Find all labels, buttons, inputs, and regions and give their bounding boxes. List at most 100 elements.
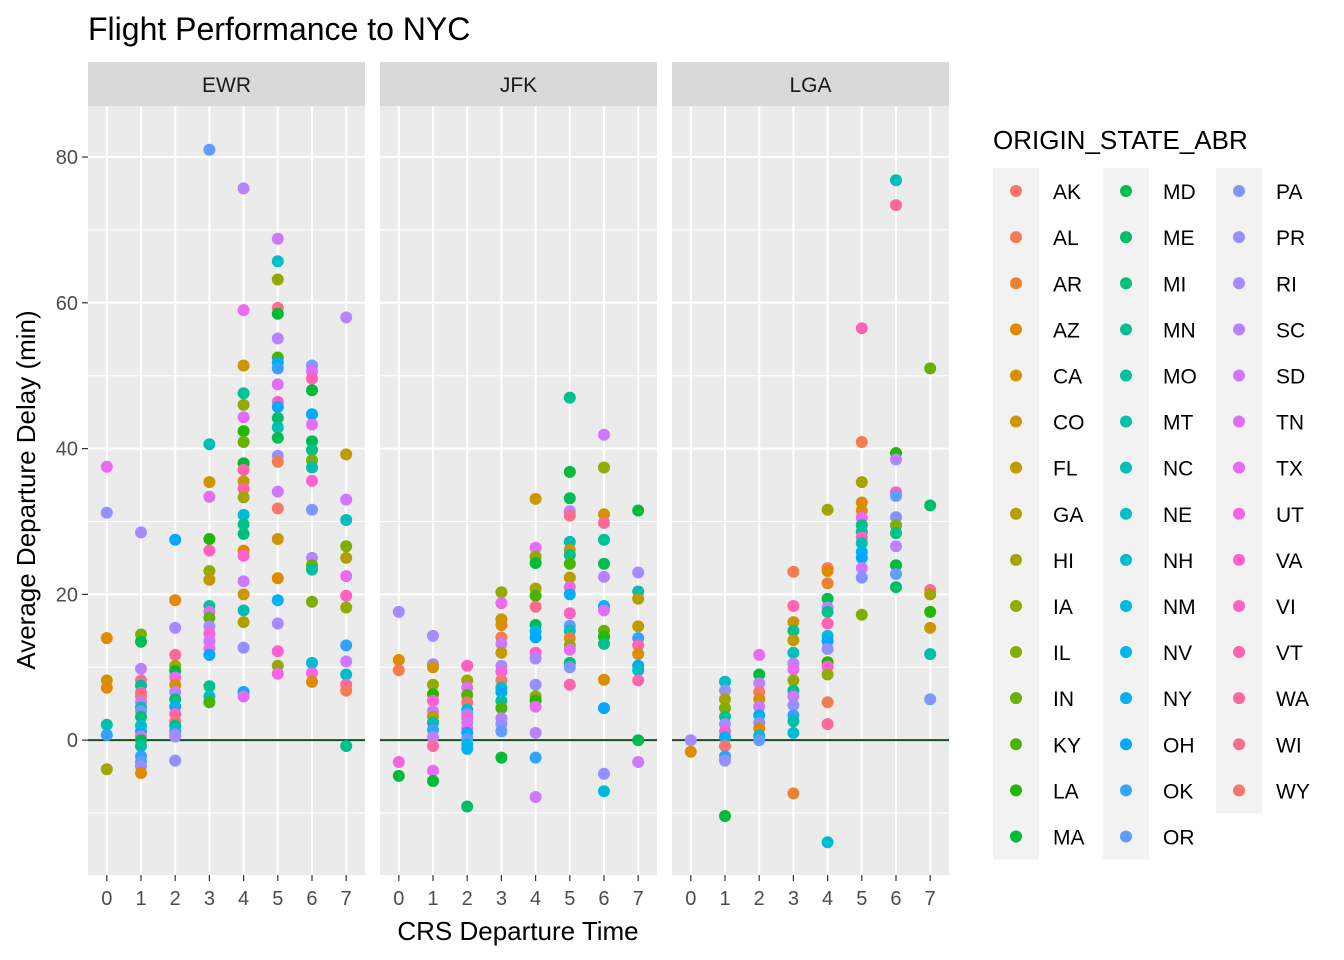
data-point-sd — [340, 493, 353, 506]
legend-key-oh — [1120, 738, 1132, 751]
legend-label-co: CO — [1053, 412, 1085, 435]
legend-key-tx — [1233, 461, 1245, 474]
legend-label-vt: VT — [1276, 642, 1303, 665]
data-point-nh — [821, 836, 834, 849]
data-point-oh — [271, 401, 284, 413]
data-point-ma — [890, 559, 902, 572]
data-point-ri — [169, 621, 182, 634]
legend-label-ky: KY — [1053, 734, 1081, 757]
legend-key-va — [1233, 553, 1245, 566]
legend-key-nm — [1120, 599, 1132, 612]
x-tick-label: 1 — [719, 888, 730, 910]
data-point-mn — [598, 637, 610, 650]
data-point-nc — [787, 646, 800, 659]
data-point-in — [237, 436, 250, 448]
data-point-al — [340, 684, 353, 697]
data-point-vt — [306, 372, 318, 385]
data-point-ma — [632, 504, 645, 517]
legend-label-nm: NM — [1163, 596, 1196, 619]
data-point-tx — [100, 460, 113, 473]
y-tick-label: 40 — [56, 439, 78, 461]
legend-label-wy: WY — [1276, 780, 1310, 803]
x-tick-label: 3 — [204, 888, 215, 910]
data-point-ma — [529, 557, 542, 569]
data-point-mo — [237, 387, 250, 400]
data-point-sc — [753, 677, 766, 690]
legend-key-fl — [1010, 461, 1022, 474]
legend-label-oh: OH — [1163, 734, 1195, 757]
data-point-nc — [890, 174, 902, 187]
data-point-me — [271, 412, 284, 424]
legend-key-mn — [1120, 323, 1132, 336]
data-point-ia — [787, 674, 800, 687]
data-point-hi — [237, 491, 250, 504]
legend-label-ar: AR — [1053, 273, 1082, 296]
data-point-ma — [427, 775, 439, 787]
data-point-ia — [340, 601, 353, 614]
legend-label-mo: MO — [1163, 365, 1197, 388]
data-point-or — [890, 568, 902, 580]
data-point-vt — [632, 674, 645, 687]
data-point-az — [169, 594, 182, 607]
x-tick-label: 3 — [496, 888, 507, 910]
data-point-co — [529, 492, 542, 505]
data-point-or — [495, 725, 508, 738]
data-point-mn — [237, 518, 250, 531]
data-point-tx — [237, 690, 250, 703]
data-point-hi — [821, 503, 834, 516]
data-point-mt — [924, 648, 937, 661]
data-point-tn — [529, 541, 542, 554]
data-point-ga — [563, 571, 576, 584]
legend-key-mi — [1120, 277, 1132, 290]
data-point-sd — [340, 655, 353, 668]
data-point-pr — [100, 506, 113, 519]
data-point-nc — [203, 438, 216, 451]
data-point-sd — [598, 428, 610, 441]
data-point-ga — [632, 592, 645, 605]
legend-key-la — [1010, 784, 1022, 797]
data-point-sc — [340, 311, 353, 324]
data-point-ny — [271, 594, 284, 607]
data-point-ca — [598, 508, 610, 521]
data-point-ri — [392, 605, 405, 618]
data-point-md — [821, 592, 834, 605]
data-point-oh — [169, 533, 182, 546]
data-point-tx — [306, 418, 318, 431]
data-point-or — [753, 734, 766, 747]
data-point-ar — [821, 577, 834, 590]
data-point-vi — [340, 589, 353, 602]
facet-strip-label: LGA — [789, 74, 831, 97]
x-tick-label: 2 — [170, 888, 181, 910]
data-point-tx — [237, 304, 250, 317]
data-point-oh — [306, 408, 318, 421]
legend-key-background — [1216, 168, 1262, 814]
data-point-in — [924, 362, 937, 375]
data-point-vt — [855, 322, 868, 335]
legend-key-az — [1010, 323, 1022, 336]
legend-key-ky — [1010, 738, 1022, 751]
data-point-sd — [632, 756, 645, 768]
legend-label-ma: MA — [1053, 826, 1085, 849]
data-point-pa — [563, 661, 576, 674]
data-point-pa — [306, 503, 318, 516]
data-point-pr — [719, 754, 731, 767]
data-point-fl — [632, 620, 645, 633]
data-point-md — [632, 734, 645, 747]
legend-label-tx: TX — [1276, 458, 1303, 481]
facet-strip — [88, 62, 365, 106]
legend-label-sc: SC — [1276, 319, 1305, 342]
data-point-fl — [340, 448, 353, 461]
data-point-ut — [392, 756, 405, 768]
data-point-nh — [306, 656, 318, 669]
legend-label-ri: RI — [1276, 273, 1297, 296]
data-point-sc — [890, 453, 902, 466]
data-point-sc — [890, 540, 902, 553]
data-point-la — [237, 425, 250, 438]
legend-key-ma — [1010, 830, 1022, 843]
x-axis-title: CRS Departure Time — [397, 916, 638, 946]
data-point-co — [237, 359, 250, 372]
legend-key-vi — [1233, 599, 1245, 612]
data-point-ia — [203, 565, 216, 577]
data-point-az — [135, 767, 147, 779]
data-point-ma — [563, 465, 576, 478]
